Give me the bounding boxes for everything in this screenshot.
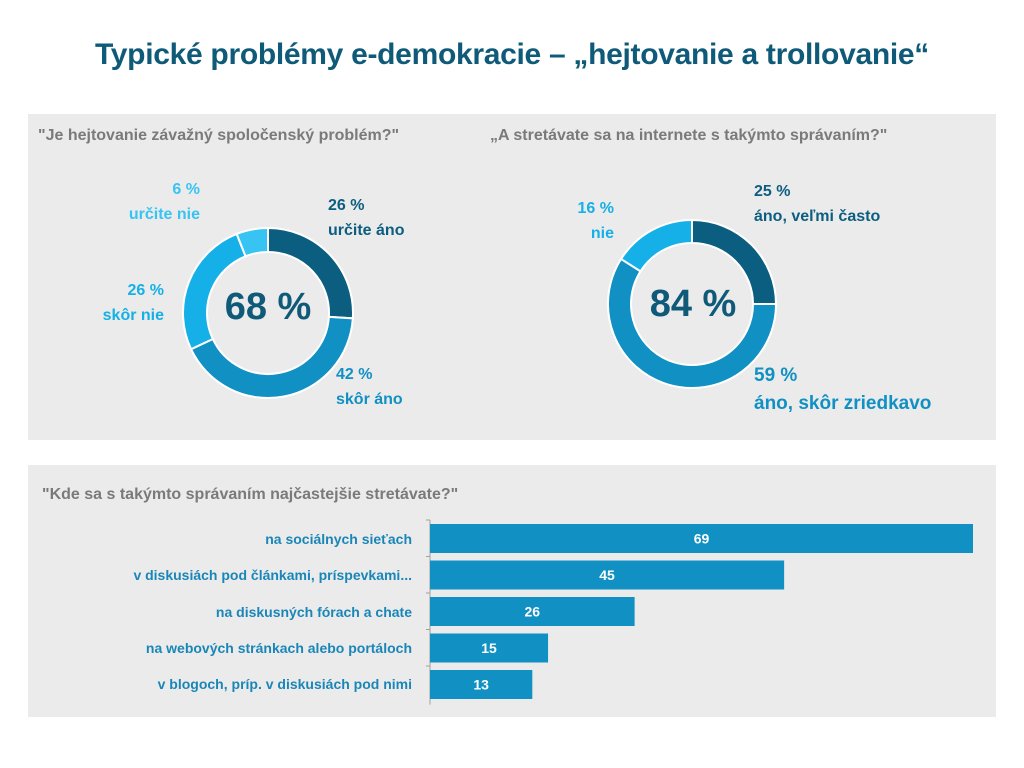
donut1-question: "Je hejtovanie závažný spoločenský probl… — [38, 127, 400, 144]
bar-2 — [430, 597, 635, 626]
donut2-slice1-name: áno, skôr zriedkavo — [754, 393, 932, 414]
donut2-slice0-label: 25 % áno, veľmi často — [754, 179, 880, 229]
donut1-slice-1 — [189, 315, 354, 399]
donut1-slice-3 — [235, 226, 269, 258]
donut1-slice3-name: určite nie — [128, 206, 200, 223]
donut2-center-label: 84 % — [649, 283, 737, 325]
donut2-slice1-label: 59 % áno, skôr zriedkavo — [754, 362, 931, 418]
bar-category-label: na diskusných fórach a chate — [215, 604, 412, 620]
donut2-slice2-label: 16 % nie — [554, 196, 614, 246]
bar-value-label: 69 — [694, 531, 710, 547]
donut2-slice0-name: áno, veľmi často — [754, 208, 881, 225]
bar-chart-question: "Kde sa s takýmto správaním najčastejšie… — [42, 486, 459, 503]
donut2-slice2-name: nie — [590, 225, 614, 242]
bar-value-label: 26 — [525, 604, 541, 620]
bar-value-label: 15 — [481, 640, 497, 656]
bar-0 — [430, 524, 973, 553]
bar-chart: 69 45 26 15 13 — [426, 519, 973, 705]
donut2-slice-2 — [619, 218, 693, 273]
donut1-slice0-name: určite áno — [328, 222, 405, 239]
donut1-slice0-value: 26 % — [328, 197, 365, 214]
bar-category-label: v blogoch, príp. v diskusiách pod nimi — [157, 676, 412, 692]
bar-value-label: 45 — [599, 567, 615, 583]
donut2-slice2-value: 16 % — [577, 200, 614, 217]
bar-1 — [430, 560, 785, 590]
donut1-slice2-value: 26 % — [127, 282, 164, 299]
donut2-slice1-value: 59 % — [754, 365, 798, 386]
donut1-slice0-label: 26 % určite áno — [328, 193, 404, 243]
donut1-chart — [182, 226, 354, 399]
donut1-center-label: 68 % — [224, 286, 312, 328]
donut2-slice0-value: 25 % — [754, 183, 791, 200]
donut2-chart — [607, 218, 778, 389]
donut2-slice-1 — [607, 257, 778, 389]
bar-category-label: na webových stránkach alebo portáloch — [145, 640, 412, 656]
bar-category-label: v diskusiách pod článkami, príspevkami..… — [133, 567, 412, 583]
bar-value-label: 13 — [473, 677, 489, 693]
donut2-question: „A stretávate sa na internete s takýmto … — [490, 127, 888, 144]
donut1-slice3-value: 6 % — [172, 181, 200, 198]
donut1-slice3-label: 6 % určite nie — [100, 177, 200, 227]
donut1-slice2-label: 26 % skôr nie — [84, 278, 164, 328]
bar-4 — [430, 670, 533, 699]
bar-category-label: na sociálnych sieťach — [265, 531, 412, 547]
donut1-slice1-name: skôr áno — [336, 391, 403, 408]
page-title: Typické problémy e-demokracie – „hejtova… — [94, 38, 929, 71]
bar-3 — [430, 633, 549, 663]
donut-charts-panel — [28, 114, 996, 440]
donut1-slice1-label: 42 % skôr áno — [336, 362, 403, 412]
donut1-slice1-value: 42 % — [336, 366, 373, 383]
donut1-slice2-name: skôr nie — [102, 307, 164, 324]
